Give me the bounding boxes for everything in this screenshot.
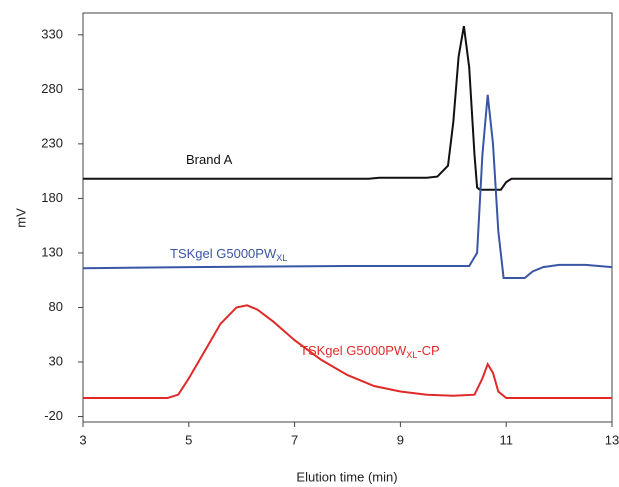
series-label: Brand A	[186, 152, 233, 167]
y-tick-label: -20	[44, 408, 63, 423]
series-label: TSKgel G5000PWXL	[170, 246, 287, 263]
plot-frame	[82, 12, 613, 423]
x-tick-label: 7	[291, 432, 298, 447]
y-tick-label: 130	[41, 244, 63, 259]
x-tick-label: 3	[79, 432, 86, 447]
y-tick-label: 80	[49, 299, 63, 314]
y-tick-label: 230	[41, 135, 63, 150]
x-tick-label: 5	[185, 432, 192, 447]
series-line	[82, 94, 613, 279]
y-tick-label: 30	[49, 353, 63, 368]
x-tick-label: 9	[397, 432, 404, 447]
series-label-part: TSKgel G5000PW	[300, 343, 407, 358]
y-tick-label: 330	[41, 26, 63, 41]
series-label-part: Brand A	[186, 152, 233, 167]
y-tick-label: 180	[41, 190, 63, 205]
x-axis-label: Elution time (min)	[296, 469, 397, 484]
series-label: TSKgel G5000PWXL-CP	[300, 343, 440, 360]
y-tick-label: 280	[41, 81, 63, 96]
series-label-part: XL	[276, 253, 287, 263]
series-label-part: TSKgel G5000PW	[170, 246, 277, 261]
y-axis-label: mV	[13, 208, 28, 228]
series-line	[83, 304, 612, 399]
series-line	[83, 25, 612, 191]
x-tick-label: 13	[605, 432, 619, 447]
series-label-part: XL	[406, 350, 417, 360]
series-label-part: -CP	[417, 343, 439, 358]
x-tick-label: 11	[499, 432, 513, 447]
